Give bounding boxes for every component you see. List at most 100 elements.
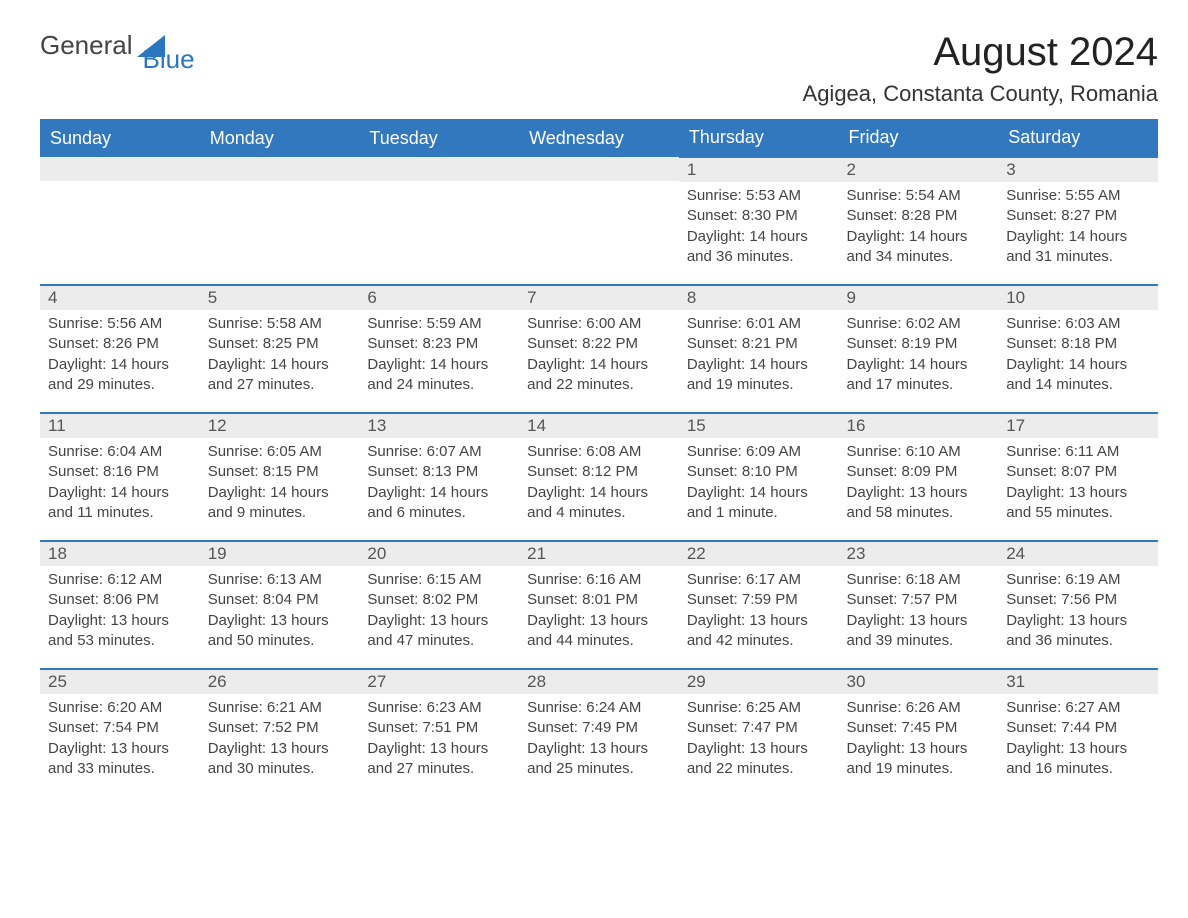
sunset-text: Sunset: 7:54 PM [48, 718, 192, 738]
sunrise-text: Sunrise: 6:04 AM [48, 442, 192, 462]
calendar-cell: 8Sunrise: 6:01 AMSunset: 8:21 PMDaylight… [679, 285, 839, 413]
sunrise-text: Sunrise: 6:01 AM [687, 314, 831, 334]
sunset-text: Sunset: 8:19 PM [847, 334, 991, 354]
day-number: 23 [839, 542, 999, 566]
calendar-cell: 14Sunrise: 6:08 AMSunset: 8:12 PMDayligh… [519, 413, 679, 541]
day-number: 19 [200, 542, 360, 566]
sunrise-text: Sunrise: 6:24 AM [527, 698, 671, 718]
daylight-text: Daylight: 13 hours and 44 minutes. [527, 611, 671, 652]
sunrise-text: Sunrise: 5:55 AM [1006, 186, 1150, 206]
calendar-cell: 29Sunrise: 6:25 AMSunset: 7:47 PMDayligh… [679, 669, 839, 797]
daylight-text: Daylight: 14 hours and 34 minutes. [847, 227, 991, 268]
day-details: Sunrise: 5:55 AMSunset: 8:27 PMDaylight:… [998, 182, 1158, 275]
day-header: Tuesday [359, 119, 519, 157]
daynum-bar-empty [200, 157, 360, 181]
sunrise-text: Sunrise: 6:20 AM [48, 698, 192, 718]
day-number: 28 [519, 670, 679, 694]
day-details: Sunrise: 6:08 AMSunset: 8:12 PMDaylight:… [519, 438, 679, 531]
daylight-text: Daylight: 13 hours and 39 minutes. [847, 611, 991, 652]
day-details: Sunrise: 6:04 AMSunset: 8:16 PMDaylight:… [40, 438, 200, 531]
sunset-text: Sunset: 7:44 PM [1006, 718, 1150, 738]
calendar-cell: 18Sunrise: 6:12 AMSunset: 8:06 PMDayligh… [40, 541, 200, 669]
calendar-cell: 9Sunrise: 6:02 AMSunset: 8:19 PMDaylight… [839, 285, 999, 413]
logo: General Blue [40, 30, 223, 61]
day-details: Sunrise: 6:26 AMSunset: 7:45 PMDaylight:… [839, 694, 999, 787]
calendar-cell [359, 157, 519, 285]
daylight-text: Daylight: 13 hours and 27 minutes. [367, 739, 511, 780]
day-details: Sunrise: 6:23 AMSunset: 7:51 PMDaylight:… [359, 694, 519, 787]
daylight-text: Daylight: 13 hours and 22 minutes. [687, 739, 831, 780]
sunset-text: Sunset: 8:09 PM [847, 462, 991, 482]
calendar-cell: 16Sunrise: 6:10 AMSunset: 8:09 PMDayligh… [839, 413, 999, 541]
sunset-text: Sunset: 8:30 PM [687, 206, 831, 226]
day-details: Sunrise: 6:11 AMSunset: 8:07 PMDaylight:… [998, 438, 1158, 531]
calendar-cell: 5Sunrise: 5:58 AMSunset: 8:25 PMDaylight… [200, 285, 360, 413]
sunset-text: Sunset: 8:02 PM [367, 590, 511, 610]
sunrise-text: Sunrise: 5:53 AM [687, 186, 831, 206]
daylight-text: Daylight: 13 hours and 19 minutes. [847, 739, 991, 780]
day-number: 18 [40, 542, 200, 566]
day-details: Sunrise: 5:58 AMSunset: 8:25 PMDaylight:… [200, 310, 360, 403]
sunrise-text: Sunrise: 6:17 AM [687, 570, 831, 590]
sunrise-text: Sunrise: 5:59 AM [367, 314, 511, 334]
calendar-cell [200, 157, 360, 285]
sunrise-text: Sunrise: 6:15 AM [367, 570, 511, 590]
calendar-cell: 20Sunrise: 6:15 AMSunset: 8:02 PMDayligh… [359, 541, 519, 669]
day-number: 31 [998, 670, 1158, 694]
calendar-cell: 21Sunrise: 6:16 AMSunset: 8:01 PMDayligh… [519, 541, 679, 669]
daylight-text: Daylight: 14 hours and 24 minutes. [367, 355, 511, 396]
calendar-cell: 12Sunrise: 6:05 AMSunset: 8:15 PMDayligh… [200, 413, 360, 541]
day-details: Sunrise: 6:02 AMSunset: 8:19 PMDaylight:… [839, 310, 999, 403]
daylight-text: Daylight: 14 hours and 6 minutes. [367, 483, 511, 524]
sunrise-text: Sunrise: 6:26 AM [847, 698, 991, 718]
sunset-text: Sunset: 7:49 PM [527, 718, 671, 738]
sunset-text: Sunset: 7:56 PM [1006, 590, 1150, 610]
sunrise-text: Sunrise: 6:02 AM [847, 314, 991, 334]
day-number: 5 [200, 286, 360, 310]
day-number: 3 [998, 158, 1158, 182]
logo-blue: Blue [143, 44, 195, 75]
calendar-cell: 10Sunrise: 6:03 AMSunset: 8:18 PMDayligh… [998, 285, 1158, 413]
sunset-text: Sunset: 8:26 PM [48, 334, 192, 354]
daylight-text: Daylight: 14 hours and 4 minutes. [527, 483, 671, 524]
day-number: 11 [40, 414, 200, 438]
day-number: 20 [359, 542, 519, 566]
day-details: Sunrise: 5:59 AMSunset: 8:23 PMDaylight:… [359, 310, 519, 403]
sunrise-text: Sunrise: 5:58 AM [208, 314, 352, 334]
sunset-text: Sunset: 8:16 PM [48, 462, 192, 482]
day-details: Sunrise: 6:16 AMSunset: 8:01 PMDaylight:… [519, 566, 679, 659]
day-details: Sunrise: 6:21 AMSunset: 7:52 PMDaylight:… [200, 694, 360, 787]
day-number: 6 [359, 286, 519, 310]
day-details: Sunrise: 6:18 AMSunset: 7:57 PMDaylight:… [839, 566, 999, 659]
day-number: 15 [679, 414, 839, 438]
sunset-text: Sunset: 8:23 PM [367, 334, 511, 354]
sunrise-text: Sunrise: 6:25 AM [687, 698, 831, 718]
day-number: 1 [679, 158, 839, 182]
day-details: Sunrise: 6:13 AMSunset: 8:04 PMDaylight:… [200, 566, 360, 659]
day-details: Sunrise: 6:20 AMSunset: 7:54 PMDaylight:… [40, 694, 200, 787]
sunset-text: Sunset: 8:28 PM [847, 206, 991, 226]
daylight-text: Daylight: 13 hours and 30 minutes. [208, 739, 352, 780]
day-details: Sunrise: 6:25 AMSunset: 7:47 PMDaylight:… [679, 694, 839, 787]
day-details: Sunrise: 6:12 AMSunset: 8:06 PMDaylight:… [40, 566, 200, 659]
daylight-text: Daylight: 14 hours and 14 minutes. [1006, 355, 1150, 396]
calendar-cell: 7Sunrise: 6:00 AMSunset: 8:22 PMDaylight… [519, 285, 679, 413]
daylight-text: Daylight: 14 hours and 36 minutes. [687, 227, 831, 268]
daylight-text: Daylight: 13 hours and 33 minutes. [48, 739, 192, 780]
day-number: 24 [998, 542, 1158, 566]
day-details: Sunrise: 5:54 AMSunset: 8:28 PMDaylight:… [839, 182, 999, 275]
daynum-bar-empty [359, 157, 519, 181]
day-number: 12 [200, 414, 360, 438]
daylight-text: Daylight: 13 hours and 58 minutes. [847, 483, 991, 524]
day-details: Sunrise: 6:09 AMSunset: 8:10 PMDaylight:… [679, 438, 839, 531]
sunrise-text: Sunrise: 6:11 AM [1006, 442, 1150, 462]
daylight-text: Daylight: 13 hours and 50 minutes. [208, 611, 352, 652]
daylight-text: Daylight: 14 hours and 29 minutes. [48, 355, 192, 396]
day-details: Sunrise: 6:27 AMSunset: 7:44 PMDaylight:… [998, 694, 1158, 787]
calendar-cell: 28Sunrise: 6:24 AMSunset: 7:49 PMDayligh… [519, 669, 679, 797]
day-number: 8 [679, 286, 839, 310]
sunset-text: Sunset: 8:18 PM [1006, 334, 1150, 354]
calendar-cell: 17Sunrise: 6:11 AMSunset: 8:07 PMDayligh… [998, 413, 1158, 541]
sunrise-text: Sunrise: 6:13 AM [208, 570, 352, 590]
day-number: 21 [519, 542, 679, 566]
